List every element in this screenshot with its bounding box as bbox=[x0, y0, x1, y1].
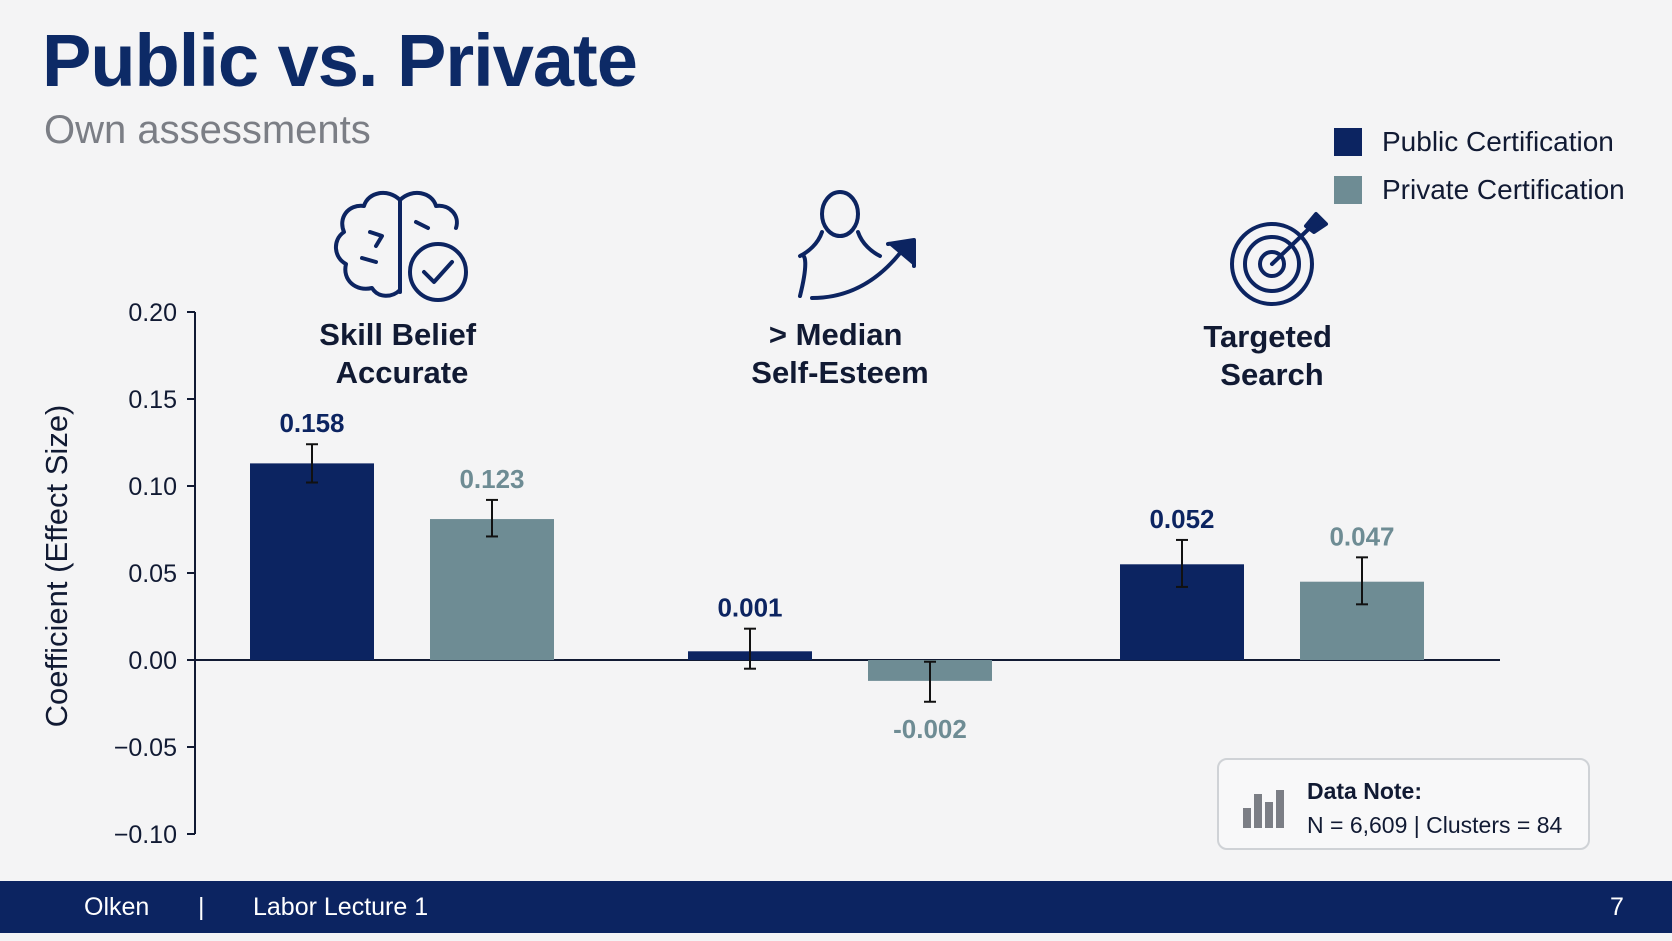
y-tick-label: 0.20 bbox=[128, 299, 177, 327]
y-tick-label: 0.05 bbox=[128, 560, 177, 588]
slide-title: Public vs. Private bbox=[42, 19, 638, 102]
bar-chart-icon bbox=[1243, 790, 1284, 828]
y-axis-label: Coefficient (Effect Size) bbox=[39, 405, 74, 728]
legend-label-public: Public Certification bbox=[1382, 126, 1614, 157]
y-tick-label: 0.00 bbox=[128, 647, 177, 675]
data-label: 0.052 bbox=[1149, 504, 1214, 534]
data-label: 0.123 bbox=[459, 464, 524, 494]
brain-check-icon bbox=[334, 190, 468, 302]
data-label: 0.047 bbox=[1329, 521, 1394, 551]
bar-chart: Skill Belief Accurate > Median Self-Este… bbox=[39, 190, 1500, 849]
category-title-line: Skill Belief bbox=[319, 317, 476, 352]
person-rising-arrow-icon bbox=[798, 190, 916, 300]
footer-separator: | bbox=[198, 893, 205, 921]
legend-item-private: Private Certification bbox=[1334, 166, 1625, 214]
category-title-line: Accurate bbox=[336, 355, 469, 390]
data-note-text: N = 6,609 | Clusters = 84 bbox=[1307, 812, 1563, 838]
page-number: 7 bbox=[1610, 893, 1624, 921]
category-title-skill-belief: Skill Belief Accurate bbox=[319, 317, 484, 390]
legend-item-public: Public Certification bbox=[1334, 118, 1625, 166]
y-tick-label: 0.10 bbox=[128, 473, 177, 501]
data-note-box: Data Note: N = 6,609 | Clusters = 84 bbox=[1217, 758, 1590, 850]
data-label: 0.001 bbox=[717, 593, 782, 623]
footer-bar: Olken | Labor Lecture 1 7 bbox=[0, 881, 1672, 933]
bar-private bbox=[430, 519, 554, 660]
bar-public bbox=[250, 463, 374, 660]
legend-swatch-private bbox=[1334, 176, 1362, 204]
legend-label-private: Private Certification bbox=[1382, 174, 1625, 205]
y-tick-label: −0.05 bbox=[114, 734, 177, 762]
legend-swatch-public bbox=[1334, 128, 1362, 156]
category-title-line: Self-Esteem bbox=[751, 355, 928, 390]
y-tick-label: 0.15 bbox=[128, 386, 177, 414]
data-label: 0.158 bbox=[279, 408, 344, 438]
slide-subtitle: Own assessments bbox=[44, 108, 371, 152]
y-tick-label: −0.10 bbox=[114, 821, 177, 849]
footer-course: Labor Lecture 1 bbox=[253, 893, 429, 921]
target-arrow-icon bbox=[1230, 212, 1328, 306]
category-title-self-esteem: > Median Self-Esteem bbox=[751, 317, 928, 390]
category-title-line: > Median bbox=[769, 317, 903, 352]
category-title-line: Targeted bbox=[1203, 319, 1332, 354]
chart-legend: Public Certification Private Certificati… bbox=[1334, 118, 1625, 214]
data-label: -0.002 bbox=[893, 714, 967, 744]
footer-author: Olken bbox=[84, 893, 150, 921]
category-title-targeted-search: Targeted Search bbox=[1203, 319, 1340, 392]
category-title-line: Search bbox=[1220, 357, 1323, 392]
data-note-heading: Data Note: bbox=[1307, 778, 1423, 804]
